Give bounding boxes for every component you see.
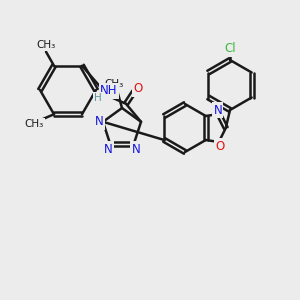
Text: CH₃: CH₃ xyxy=(104,79,124,89)
Text: O: O xyxy=(215,140,224,152)
Text: Cl: Cl xyxy=(224,43,236,56)
Text: N: N xyxy=(213,103,222,116)
Text: NH: NH xyxy=(100,84,118,97)
Text: O: O xyxy=(134,82,142,95)
Text: N: N xyxy=(104,143,112,156)
Text: CH₃: CH₃ xyxy=(36,40,56,50)
Text: N: N xyxy=(131,143,140,156)
Text: H: H xyxy=(94,93,102,103)
Text: CH₃: CH₃ xyxy=(24,119,44,129)
Text: N: N xyxy=(94,115,103,128)
